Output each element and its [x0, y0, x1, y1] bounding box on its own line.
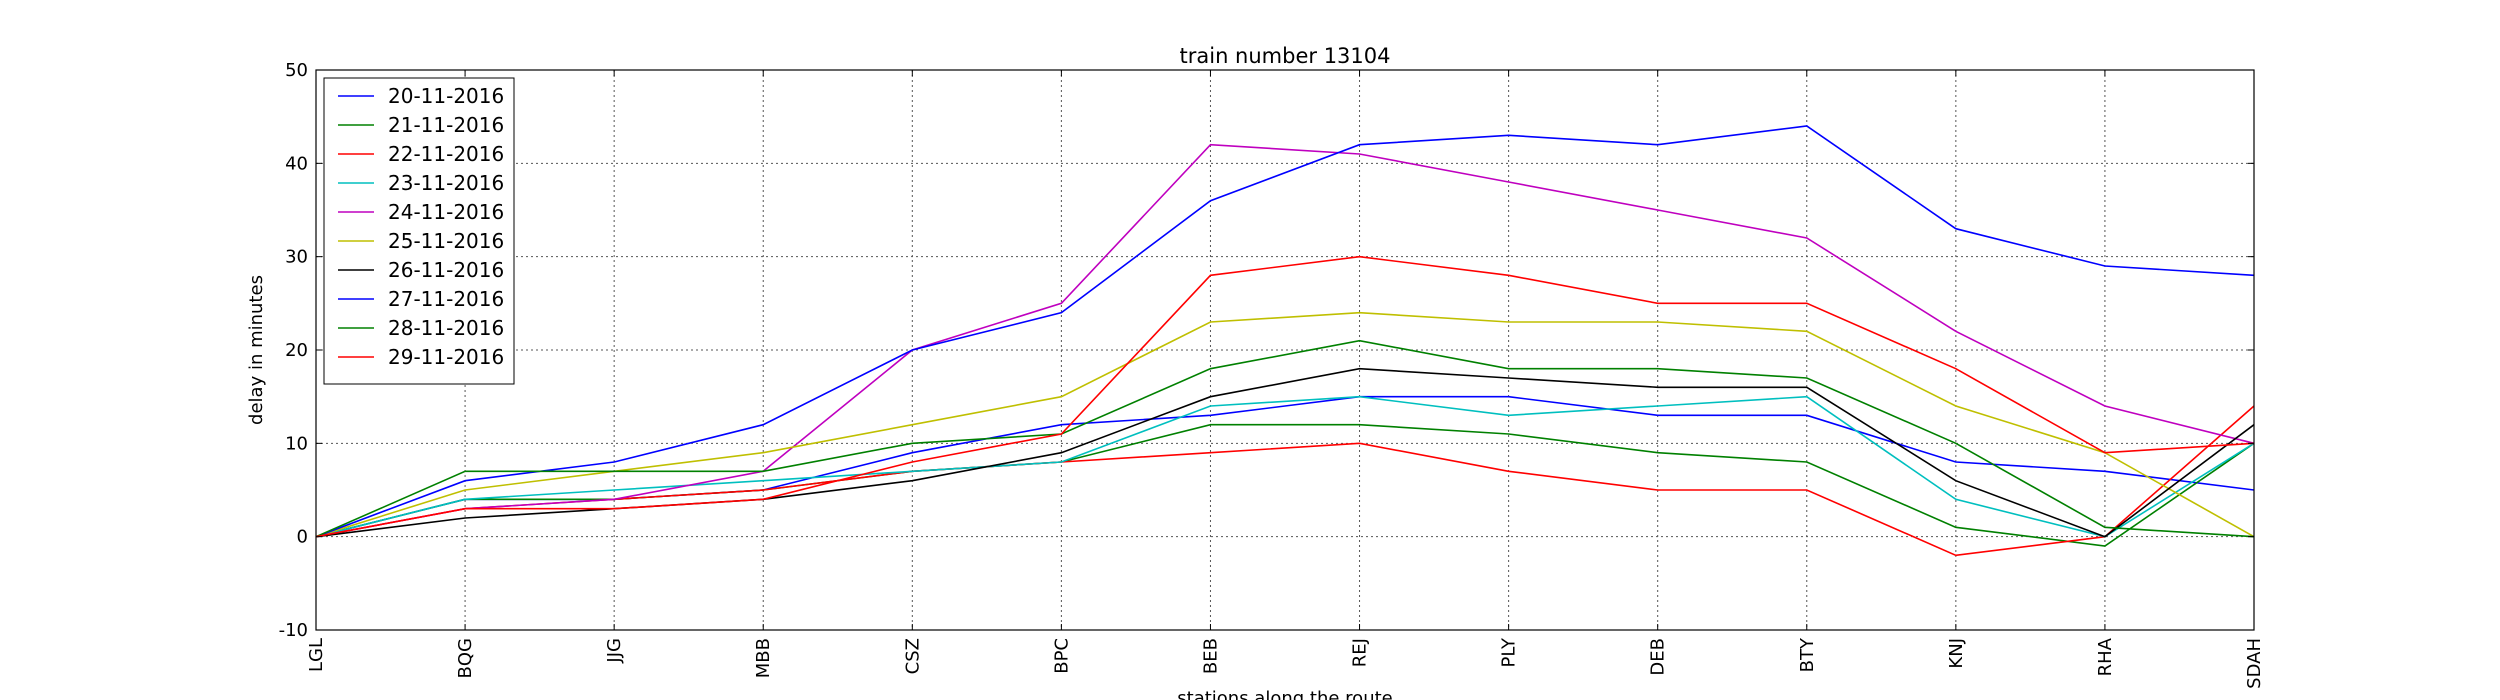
y-tick-label: -10	[279, 620, 308, 641]
y-tick-label: 10	[285, 433, 308, 454]
x-tick-label: BTY	[1797, 637, 1818, 672]
legend-label: 27-11-2016	[388, 287, 504, 311]
x-tick-label: JJG	[604, 638, 625, 664]
series-line-23-11-2016	[315, 395, 2255, 538]
x-tick-label: KNJ	[1946, 638, 1967, 669]
legend-label: 23-11-2016	[388, 171, 504, 195]
series-line-25-11-2016	[315, 311, 2255, 538]
x-tick-label: BEB	[1200, 638, 1221, 674]
series-line-20-11-2016	[315, 395, 2255, 538]
legend: 20-11-2016 21-11-2016 22-11-2016 23-11-2016…	[323, 77, 515, 385]
y-tick-label: 40	[285, 153, 308, 174]
x-axis-ticks: LGL BQG JJG MBB CSZ BPC BEB REJ PLY DEB BTY KNJ RHA S…	[306, 70, 2265, 689]
x-tick-label: RHA	[2095, 637, 2116, 676]
series-line-22-11-2016	[315, 405, 2255, 557]
legend-label: 24-11-2016	[388, 200, 504, 224]
legend-label: 28-11-2016	[388, 316, 504, 340]
legend-label: 22-11-2016	[388, 142, 504, 166]
legend-label: 25-11-2016	[388, 229, 504, 253]
series-line-29-11-2016	[315, 255, 2255, 538]
series-line-27-11-2016	[315, 125, 2255, 538]
y-tick-label: 0	[297, 527, 308, 548]
y-tick-label: 20	[285, 340, 308, 361]
legend-label: 29-11-2016	[388, 345, 504, 369]
x-tick-label: CSZ	[902, 638, 923, 674]
legend-label: 21-11-2016	[388, 113, 504, 137]
x-axis-label: stations along the route	[1177, 688, 1392, 700]
legend-label: 26-11-2016	[388, 258, 504, 282]
series-line-24-11-2016	[315, 143, 2255, 538]
x-tick-label: BQG	[455, 638, 476, 678]
x-tick-label: REJ	[1350, 638, 1371, 667]
x-tick-label: DEB	[1648, 638, 1669, 676]
chart-title: train number 13104	[1180, 44, 1391, 68]
x-tick-label: LGL	[306, 638, 327, 672]
y-axis-label: delay in minutes	[246, 275, 267, 425]
legend-box	[323, 77, 515, 385]
y-tick-label: 30	[285, 247, 308, 268]
x-tick-label: BPC	[1051, 638, 1072, 674]
legend-label: 20-11-2016	[388, 84, 504, 108]
x-tick-label: PLY	[1499, 637, 1520, 667]
series-line-26-11-2016	[315, 367, 2255, 538]
y-axis-ticks: -10 0 10 20 30 40 50	[279, 60, 2254, 641]
series-lines	[315, 125, 2255, 557]
series-line-28-11-2016	[315, 339, 2255, 538]
grid-lines	[316, 70, 2254, 630]
y-tick-label: 50	[285, 60, 308, 81]
x-tick-label: MBB	[753, 638, 774, 678]
x-tick-label: SDAH	[2244, 638, 2265, 689]
